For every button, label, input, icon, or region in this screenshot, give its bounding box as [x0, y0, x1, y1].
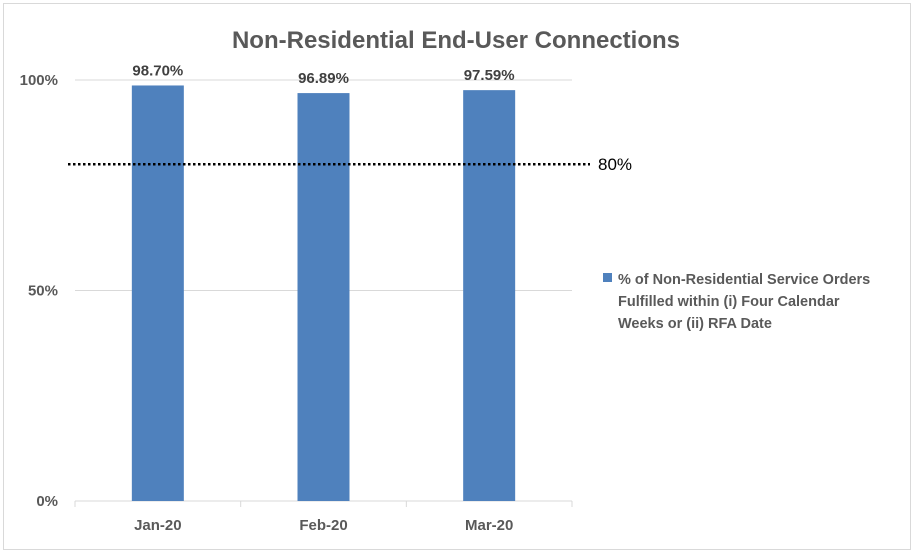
data-label: 98.70%	[132, 62, 183, 79]
y-tick-label: 100%	[20, 72, 58, 89]
bar	[297, 93, 350, 501]
y-axis-ticks: 0% 50% 100%	[20, 72, 58, 510]
x-axis-ticks: Jan-20 Feb-20 Mar-20	[74, 501, 573, 534]
data-label: 96.89%	[298, 70, 349, 87]
x-tick-label: Jan-20	[134, 517, 182, 534]
chart-title: Non-Residential End-User Connections	[232, 27, 680, 54]
legend-label: Weeks or (ii) RFA Date	[618, 316, 772, 332]
legend-swatch	[603, 273, 612, 282]
legend-label: % of Non-Residential Service Orders	[618, 272, 870, 288]
legend-label: Fulfilled within (i) Four Calendar	[618, 294, 840, 310]
bars	[131, 85, 516, 502]
x-tick-label: Mar-20	[465, 517, 513, 534]
x-tick-label: Feb-20	[299, 517, 347, 534]
bar	[131, 85, 184, 502]
y-tick-label: 0%	[36, 493, 58, 510]
data-labels: 98.70% 96.89% 97.59%	[132, 62, 514, 87]
y-tick-label: 50%	[28, 283, 58, 300]
reference-line-label: 80%	[598, 155, 632, 174]
bar	[463, 90, 516, 501]
data-label: 97.59%	[464, 67, 515, 84]
legend: % of Non-Residential Service Orders Fulfi…	[603, 272, 870, 332]
reference-line: 80%	[68, 155, 632, 174]
